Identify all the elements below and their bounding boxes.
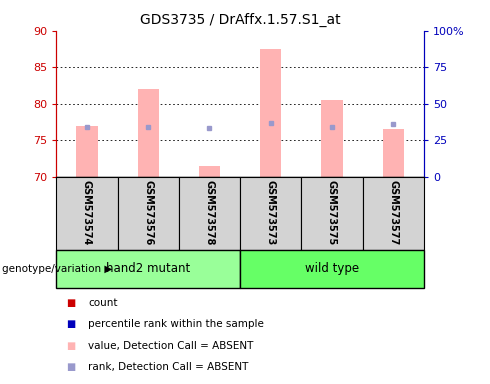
Text: wild type: wild type (305, 262, 359, 275)
Text: value, Detection Call = ABSENT: value, Detection Call = ABSENT (88, 341, 254, 351)
Bar (260, 49, 281, 177)
Bar (138, 89, 159, 177)
Text: count: count (88, 298, 118, 308)
Text: GSM573577: GSM573577 (388, 180, 398, 246)
Text: ■: ■ (66, 341, 75, 351)
Text: GSM573573: GSM573573 (266, 180, 276, 246)
Text: ■: ■ (66, 298, 75, 308)
Text: GSM573575: GSM573575 (327, 180, 337, 246)
Bar (56, 177, 118, 250)
Text: GSM573578: GSM573578 (204, 180, 215, 246)
Text: GSM573574: GSM573574 (82, 180, 92, 246)
Bar (76, 126, 98, 177)
Bar (240, 250, 424, 288)
Bar (199, 166, 220, 177)
Bar (118, 177, 179, 250)
Bar (240, 177, 301, 250)
Text: hand2 mutant: hand2 mutant (106, 262, 190, 275)
Text: percentile rank within the sample: percentile rank within the sample (88, 319, 264, 329)
Bar (56, 250, 240, 288)
Text: ■: ■ (66, 319, 75, 329)
Bar (383, 129, 404, 177)
Bar (363, 177, 424, 250)
Text: ■: ■ (66, 362, 75, 372)
Title: GDS3735 / DrAffx.1.57.S1_at: GDS3735 / DrAffx.1.57.S1_at (140, 13, 341, 27)
Text: GSM573576: GSM573576 (143, 180, 153, 246)
Text: rank, Detection Call = ABSENT: rank, Detection Call = ABSENT (88, 362, 248, 372)
Bar (301, 177, 363, 250)
Bar (321, 100, 343, 177)
Bar (179, 177, 240, 250)
Text: genotype/variation ▶: genotype/variation ▶ (2, 264, 113, 274)
